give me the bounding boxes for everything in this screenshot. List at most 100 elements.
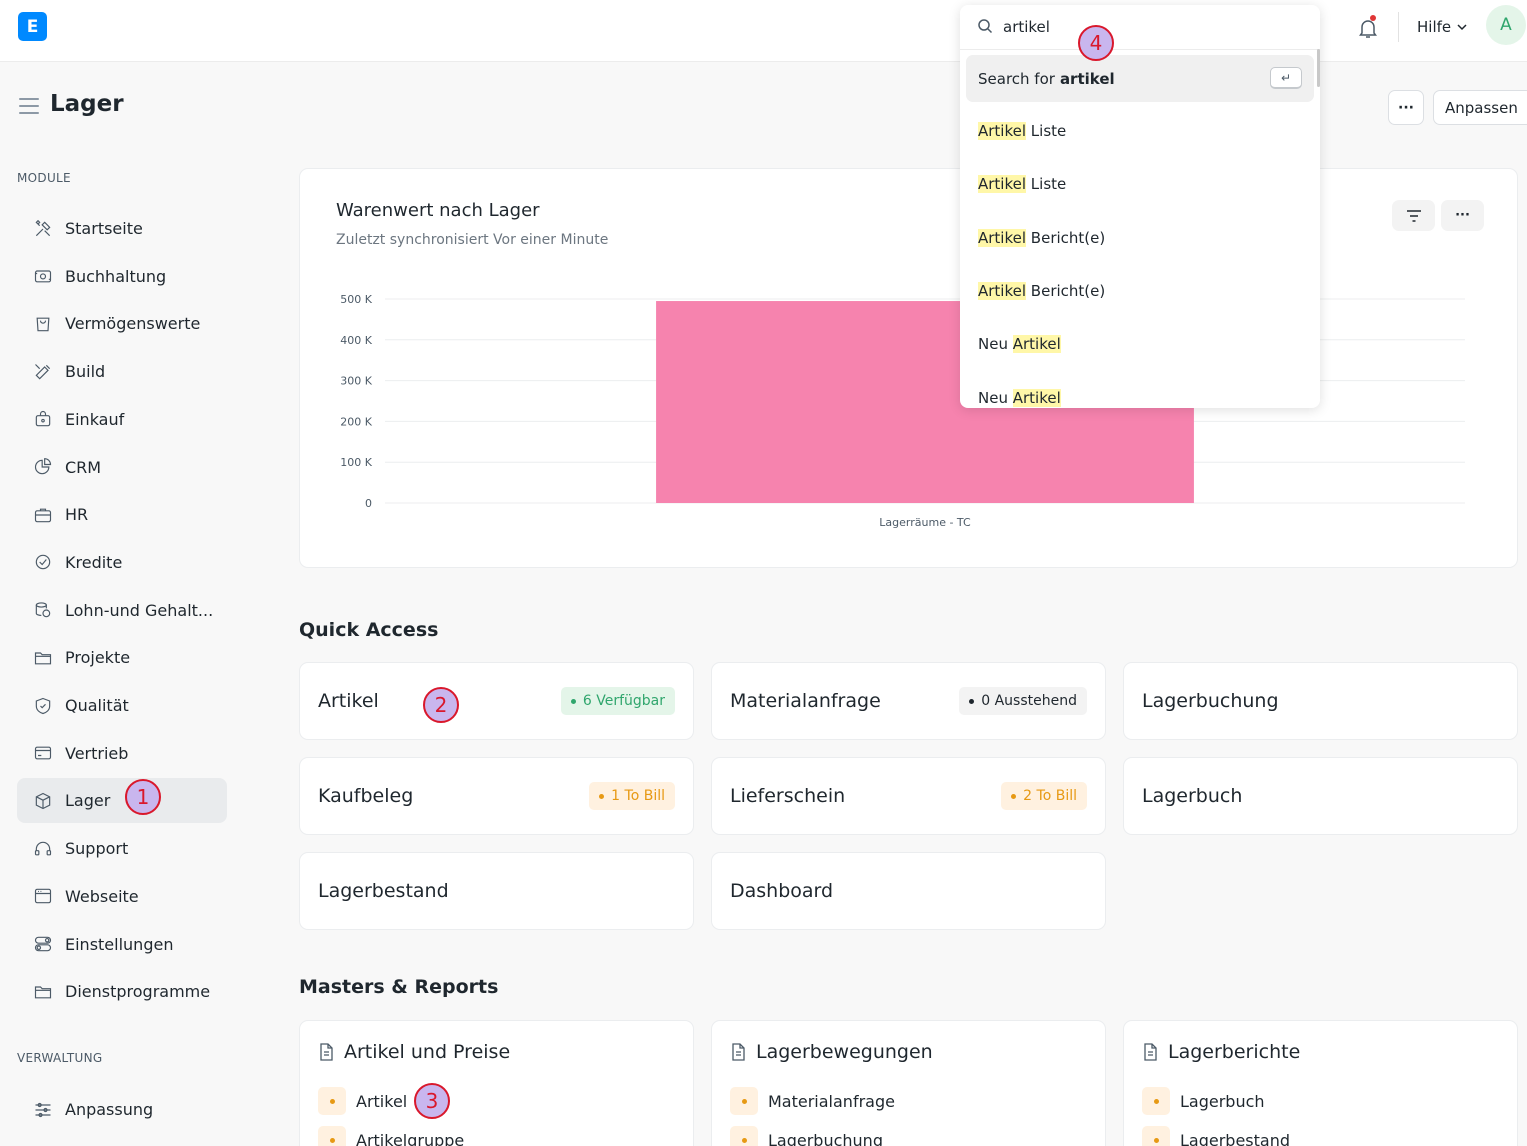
quick-access-label: Dashboard — [730, 880, 834, 902]
quick-access-card-lagerbuchung[interactable]: Lagerbuchung — [1123, 662, 1518, 740]
report-link-lagerbuchung[interactable]: Lagerbuchung — [730, 1126, 883, 1146]
sidebar-item-einstellungen[interactable]: Einstellungen — [17, 922, 227, 967]
search-input[interactable] — [1003, 16, 1283, 38]
bullet-icon — [730, 1087, 758, 1115]
bullet-icon — [730, 1126, 758, 1146]
search-result-item[interactable]: Artikel Liste — [978, 122, 1066, 140]
report-card-title: Artikel und Preise — [318, 1041, 510, 1063]
sidebar-item-vertrieb[interactable]: Vertrieb — [17, 731, 227, 776]
badge-dot-icon — [570, 698, 576, 704]
search-for-option[interactable]: Search for artikel ↵ — [966, 55, 1314, 102]
pie-chart-icon — [32, 456, 54, 478]
sidebar-item-hr[interactable]: HR — [17, 492, 227, 537]
quick-access-card-lagerbestand[interactable]: Lagerbestand — [299, 852, 694, 930]
sidebar-item-einkauf[interactable]: Einkauf — [17, 397, 227, 442]
document-icon — [1144, 1043, 1157, 1061]
badge-label: 2 To Bill — [1023, 788, 1077, 804]
x-tick-label: Lagerräume - TC — [879, 516, 971, 529]
sidebar-item-label: Lohn-und Gehalt... — [65, 600, 214, 620]
sidebar-item-webseite[interactable]: Webseite — [17, 874, 227, 919]
search-result-item[interactable]: Neu Artikel — [978, 388, 1061, 407]
sidebar-item-buchhaltung[interactable]: Buchhaltung — [17, 254, 227, 299]
shield-icon — [32, 695, 54, 717]
sidebar-item-crm[interactable]: CRM — [17, 445, 227, 490]
search-result-post: Bericht(e) — [1026, 228, 1106, 247]
browser-icon — [32, 885, 54, 907]
user-avatar[interactable]: A — [1486, 5, 1526, 45]
help-dropdown[interactable]: Hilfe — [1417, 18, 1468, 36]
search-result-pre: Neu — [978, 335, 1013, 354]
badge-dot-icon — [599, 793, 605, 799]
status-badge: 6 Verfügbar — [560, 687, 675, 715]
report-link-label: Artikel — [356, 1091, 408, 1111]
report-link-label: Lagerbuch — [1180, 1091, 1265, 1111]
status-badge: 0 Ausstehend — [959, 687, 1087, 715]
coins-icon — [32, 599, 54, 621]
search-result-item[interactable]: Artikel Bericht(e) — [978, 281, 1105, 300]
quick-access-title: Quick Access — [299, 619, 439, 641]
masters-reports-title: Masters & Reports — [299, 976, 499, 998]
search-result-item[interactable]: Artikel Bericht(e) — [978, 228, 1106, 247]
quick-access-label: Lieferschein — [730, 785, 846, 807]
badge-label: 6 Verfügbar — [582, 693, 665, 709]
search-result-item[interactable]: Neu Artikel — [978, 335, 1061, 354]
sidebar-item-startseite[interactable]: Startseite — [17, 206, 227, 251]
sidebar-item-kredite[interactable]: Kredite — [17, 540, 227, 585]
y-tick-label: 100 K — [340, 456, 372, 469]
sidebar-item-dienstprogramme[interactable]: Dienstprogramme — [17, 969, 227, 1014]
annotation-marker-1: 1 — [125, 779, 161, 815]
report-card-title: Lagerberichte — [1142, 1041, 1300, 1063]
report-link-artikelgruppe[interactable]: Artikelgruppe — [318, 1126, 464, 1146]
sidebar-item-label: Webseite — [65, 886, 139, 906]
sidebar-item-lager[interactable]: Lager — [17, 778, 227, 824]
report-link-artikel[interactable]: Artikel — [318, 1087, 407, 1115]
search-for-term: artikel — [1059, 69, 1115, 88]
sidebar-item-label: Lager — [65, 791, 111, 811]
search-result-item[interactable]: Artikel Liste — [978, 175, 1066, 194]
report-card-title-text: Lagerbewegungen — [756, 1041, 933, 1063]
annotation-marker-2: 2 — [423, 687, 459, 723]
sidebar-item-support[interactable]: Support — [17, 826, 227, 871]
notification-dot — [1370, 15, 1376, 21]
quick-access-card-lieferschein[interactable]: Lieferschein 2 To Bill — [711, 757, 1106, 835]
search-result-hl: Artikel — [978, 228, 1027, 247]
quick-access-card-materialanfrage[interactable]: Materialanfrage 0 Ausstehend — [711, 662, 1106, 740]
sidebar-module-heading: MODULE — [17, 171, 71, 185]
search-result-hl: Artikel — [978, 175, 1027, 194]
folder-icon — [32, 981, 54, 1003]
box-icon — [32, 790, 54, 812]
shopping-icon — [32, 408, 54, 430]
sidebar-item-lohn-und-gehalt[interactable]: Lohn-und Gehalt... — [17, 588, 227, 633]
search-icon — [978, 19, 993, 34]
customize-button[interactable]: Anpassen — [1433, 90, 1527, 125]
quick-access-card-lagerbuch[interactable]: Lagerbuch — [1123, 757, 1518, 835]
chart-more-button[interactable]: ··· — [1441, 200, 1484, 231]
report-link-lagerbestand[interactable]: Lagerbestand — [1142, 1126, 1290, 1146]
sidebar-item-label: Einstellungen — [65, 934, 174, 954]
chart-filter-button[interactable] — [1392, 200, 1435, 231]
sidebar-item-anpassung[interactable]: Anpassung — [17, 1087, 227, 1132]
search-scrollbar[interactable] — [1317, 49, 1320, 87]
quick-access-card-dashboard[interactable]: Dashboard — [711, 852, 1106, 930]
page-more-button[interactable]: ··· — [1388, 90, 1424, 125]
report-link-lagerbuch[interactable]: Lagerbuch — [1142, 1087, 1265, 1115]
notification-bell-icon[interactable] — [1356, 16, 1380, 40]
sidebar-item-label: Buchhaltung — [65, 266, 167, 286]
app-logo[interactable]: E — [18, 12, 47, 41]
y-tick-label: 300 K — [340, 375, 372, 388]
sidebar-item-projekte[interactable]: Projekte — [17, 635, 227, 680]
report-card-lagerberichte: Lagerberichte Lagerbuch Lagerbestand — [1123, 1020, 1518, 1146]
report-link-materialanfrage[interactable]: Materialanfrage — [730, 1087, 895, 1115]
y-tick-label: 200 K — [340, 415, 372, 428]
sidebar-item-qualität[interactable]: Qualität — [17, 683, 227, 728]
sidebar-toggle-icon[interactable] — [19, 98, 39, 114]
sliders-icon — [32, 1099, 54, 1121]
report-card-title: Lagerbewegungen — [730, 1041, 933, 1063]
annotation-marker-4: 4 — [1078, 25, 1114, 61]
sidebar-item-vermögenswerte[interactable]: Vermögenswerte — [17, 301, 227, 346]
status-badge: 2 To Bill — [1001, 782, 1087, 810]
quick-access-label: Lagerbuchung — [1142, 690, 1279, 712]
sidebar-item-build[interactable]: Build — [17, 349, 227, 394]
quick-access-card-artikel[interactable]: Artikel 6 Verfügbar — [299, 662, 694, 740]
quick-access-card-kaufbeleg[interactable]: Kaufbeleg 1 To Bill — [299, 757, 694, 835]
